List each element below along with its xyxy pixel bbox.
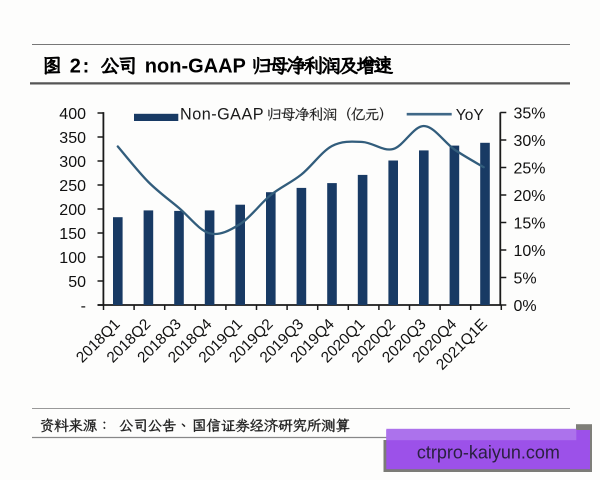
svg-text:300: 300 [59,154,86,171]
svg-text:35%: 35% [514,105,546,122]
svg-text:-: - [81,298,86,315]
svg-text:30%: 30% [514,133,546,150]
svg-text:25%: 25% [514,160,546,177]
svg-text:0%: 0% [514,298,537,315]
svg-text:2:: 2: [70,55,91,77]
svg-text:non-GAAP: non-GAAP [145,55,246,77]
svg-text:200: 200 [59,202,86,219]
svg-text:250: 250 [59,178,86,195]
svg-text:20%: 20% [514,188,546,205]
svg-text:15%: 15% [514,215,546,232]
svg-text:50: 50 [68,274,86,291]
svg-text:100: 100 [59,250,86,267]
svg-text:10%: 10% [514,243,546,260]
svg-text:350: 350 [59,130,86,147]
svg-text:YoY: YoY [456,107,484,124]
svg-text:Non-GAAP: Non-GAAP [180,106,264,124]
svg-text:400: 400 [59,106,86,123]
svg-text:5%: 5% [514,270,537,287]
svg-text:150: 150 [59,226,86,243]
svg-text:ctrpro-kaiyun.com: ctrpro-kaiyun.com [417,443,560,463]
